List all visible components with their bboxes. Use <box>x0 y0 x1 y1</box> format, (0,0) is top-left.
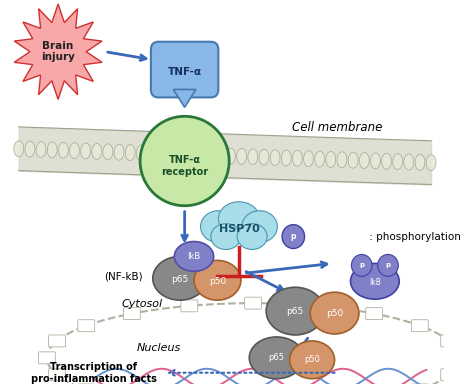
Ellipse shape <box>137 145 146 161</box>
FancyBboxPatch shape <box>411 320 428 332</box>
Ellipse shape <box>350 263 399 299</box>
Text: : phosphorylation: : phosphorylation <box>365 232 460 242</box>
Ellipse shape <box>281 150 291 166</box>
FancyBboxPatch shape <box>78 320 95 332</box>
Ellipse shape <box>237 223 267 249</box>
FancyBboxPatch shape <box>151 42 219 97</box>
Ellipse shape <box>36 142 46 157</box>
Text: p65: p65 <box>171 275 189 284</box>
Text: p: p <box>359 262 365 268</box>
Text: TNF-α
receptor: TNF-α receptor <box>161 155 208 177</box>
Ellipse shape <box>211 223 241 249</box>
Ellipse shape <box>248 149 258 165</box>
Ellipse shape <box>266 287 324 335</box>
FancyBboxPatch shape <box>48 369 65 381</box>
Ellipse shape <box>214 148 224 164</box>
Ellipse shape <box>47 142 57 158</box>
Ellipse shape <box>337 152 347 168</box>
Circle shape <box>282 225 305 249</box>
Ellipse shape <box>125 145 135 161</box>
Ellipse shape <box>249 337 304 379</box>
Text: Brain
injury: Brain injury <box>41 41 75 63</box>
Text: Transcription of
pro-inflammation facts: Transcription of pro-inflammation facts <box>31 362 156 384</box>
FancyBboxPatch shape <box>366 308 383 320</box>
FancyBboxPatch shape <box>78 384 95 386</box>
Ellipse shape <box>359 152 369 168</box>
Text: IkB: IkB <box>187 252 201 261</box>
FancyBboxPatch shape <box>38 352 55 364</box>
Text: p: p <box>385 262 391 268</box>
Ellipse shape <box>92 144 102 159</box>
Text: IkB: IkB <box>369 278 381 287</box>
Circle shape <box>378 254 398 276</box>
Ellipse shape <box>242 211 277 242</box>
Text: p65: p65 <box>268 353 284 362</box>
Ellipse shape <box>348 152 358 168</box>
Ellipse shape <box>114 144 124 160</box>
FancyBboxPatch shape <box>48 335 65 347</box>
Ellipse shape <box>303 151 313 167</box>
Text: p65: p65 <box>287 306 304 316</box>
Ellipse shape <box>153 256 207 300</box>
Ellipse shape <box>382 153 392 169</box>
FancyBboxPatch shape <box>181 300 198 312</box>
Ellipse shape <box>292 151 302 166</box>
FancyBboxPatch shape <box>451 352 468 364</box>
FancyBboxPatch shape <box>411 384 428 386</box>
Ellipse shape <box>201 211 236 242</box>
Ellipse shape <box>315 151 325 167</box>
Text: Nucleus: Nucleus <box>137 343 182 353</box>
Ellipse shape <box>237 149 246 164</box>
Text: p50: p50 <box>304 356 320 364</box>
Text: Cell membrane: Cell membrane <box>292 121 383 134</box>
Ellipse shape <box>14 141 24 157</box>
Ellipse shape <box>103 144 113 160</box>
Ellipse shape <box>140 116 229 206</box>
Ellipse shape <box>58 142 68 158</box>
FancyBboxPatch shape <box>308 300 325 312</box>
Ellipse shape <box>194 261 241 300</box>
Ellipse shape <box>326 151 336 168</box>
Ellipse shape <box>426 155 436 171</box>
Ellipse shape <box>226 148 236 164</box>
Circle shape <box>351 254 372 276</box>
Ellipse shape <box>259 149 269 165</box>
Ellipse shape <box>310 292 359 334</box>
Text: p: p <box>291 232 296 241</box>
Ellipse shape <box>415 154 425 170</box>
Text: TNF-α: TNF-α <box>168 66 202 76</box>
Ellipse shape <box>25 141 35 157</box>
Text: HSP70: HSP70 <box>219 223 259 234</box>
Ellipse shape <box>81 143 91 159</box>
Ellipse shape <box>393 154 402 169</box>
Ellipse shape <box>174 242 214 271</box>
FancyBboxPatch shape <box>245 297 262 309</box>
Ellipse shape <box>270 150 280 166</box>
Ellipse shape <box>404 154 414 170</box>
Text: (NF-kB): (NF-kB) <box>104 271 143 281</box>
Text: p50: p50 <box>326 308 343 318</box>
Polygon shape <box>173 90 196 107</box>
Ellipse shape <box>219 202 260 235</box>
Text: Cytosol: Cytosol <box>122 299 163 309</box>
Ellipse shape <box>290 341 335 379</box>
FancyBboxPatch shape <box>123 308 140 320</box>
Text: p50: p50 <box>209 277 226 286</box>
FancyBboxPatch shape <box>441 369 457 381</box>
FancyBboxPatch shape <box>441 335 457 347</box>
Ellipse shape <box>371 153 380 169</box>
Polygon shape <box>14 4 102 100</box>
Ellipse shape <box>70 143 79 159</box>
